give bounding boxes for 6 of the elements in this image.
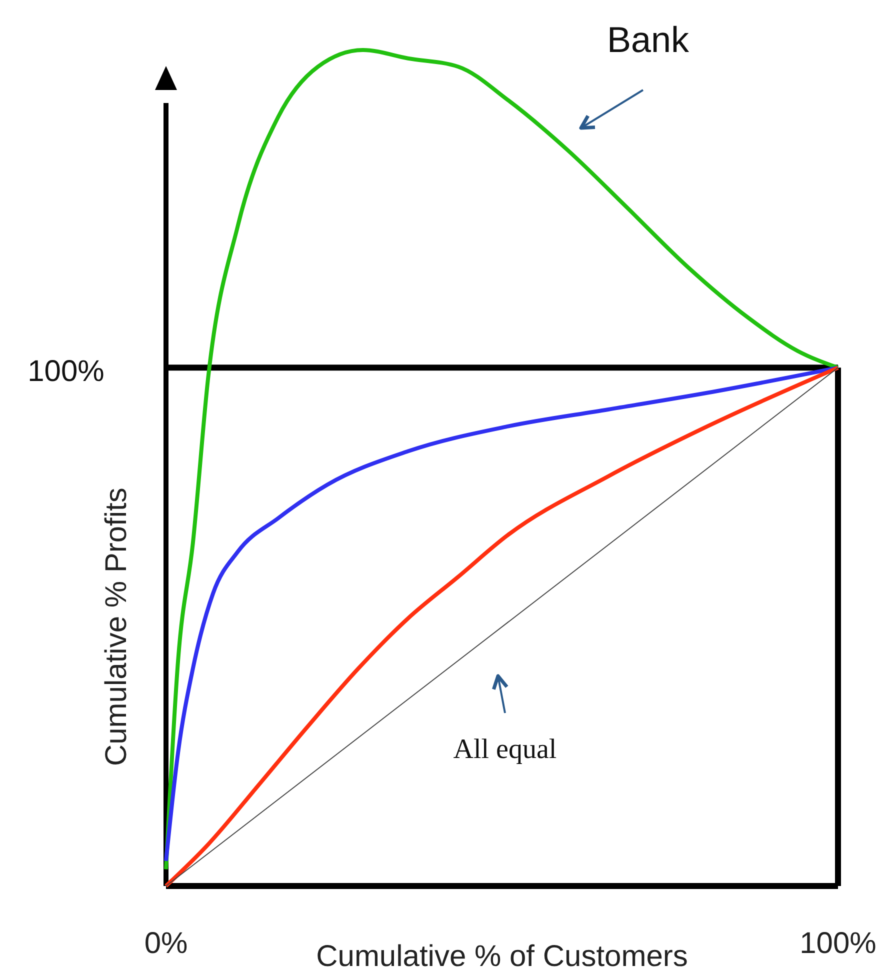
annotation: Bank — [606, 19, 690, 60]
text: 100% — [28, 355, 104, 388]
y-axis-title: Cumulative % Profits — [100, 488, 133, 766]
annotation: All equal — [453, 734, 557, 765]
x-axis-title: Cumulative % of Customers — [316, 940, 688, 971]
x-tick-label: 0% — [144, 927, 188, 960]
